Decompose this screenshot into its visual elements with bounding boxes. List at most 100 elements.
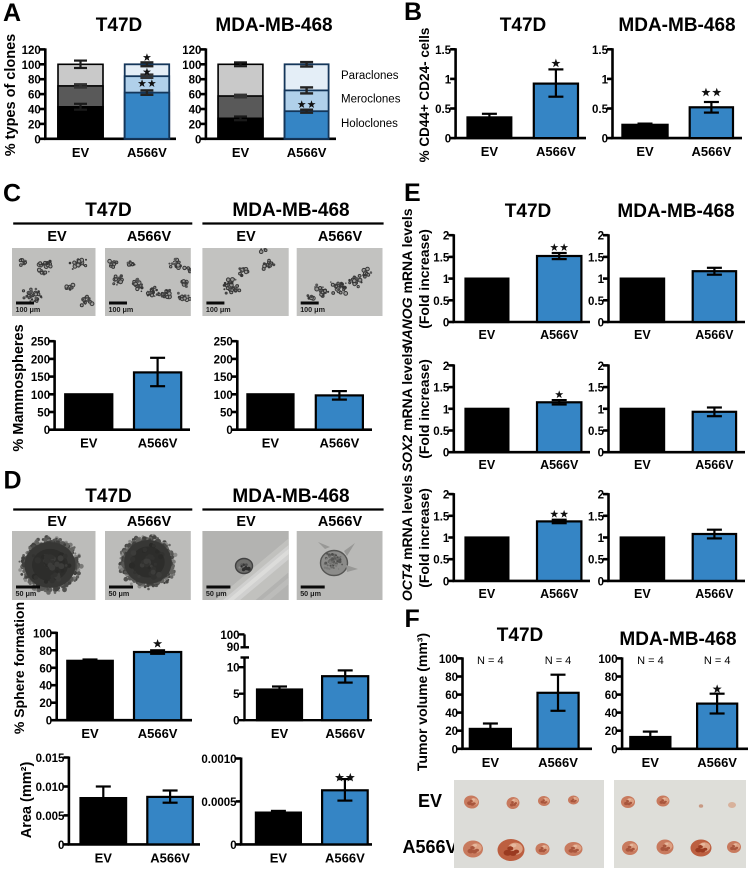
svg-text:0.5: 0.5	[588, 555, 605, 567]
svg-text:EV: EV	[479, 458, 496, 472]
svg-text:1: 1	[443, 274, 450, 286]
svg-text:20: 20	[605, 726, 618, 738]
svg-text:A566V: A566V	[320, 436, 360, 451]
svg-text:(Fold increase): (Fold increase)	[416, 488, 432, 588]
svg-text:NANOG mRNA levels: NANOG mRNA levels	[399, 208, 415, 349]
svg-text:0.010: 0.010	[36, 782, 65, 794]
svg-text:50 μm: 50 μm	[206, 589, 227, 598]
svg-text:N = 4: N = 4	[477, 655, 504, 667]
svg-text:A566V: A566V	[695, 458, 734, 472]
svg-text:50: 50	[220, 408, 233, 420]
svg-text:1: 1	[598, 533, 605, 545]
svg-text:60: 60	[39, 663, 52, 675]
svg-text:A566V: A566V	[325, 726, 365, 741]
svg-text:Tumor volume (mm³): Tumor volume (mm³)	[414, 633, 430, 771]
svg-text:C: C	[3, 180, 21, 208]
svg-text:60: 60	[605, 690, 618, 702]
svg-text:1.5: 1.5	[433, 383, 450, 395]
svg-text:1.5: 1.5	[588, 252, 605, 264]
svg-text:MDA-MB-468: MDA-MB-468	[617, 201, 734, 222]
svg-text:1.5: 1.5	[433, 511, 450, 523]
svg-text:EV: EV	[418, 791, 442, 811]
svg-text:1: 1	[445, 74, 452, 86]
svg-text:100: 100	[31, 390, 50, 402]
svg-text:60: 60	[445, 690, 458, 702]
svg-text:0: 0	[443, 318, 449, 330]
svg-text:EV: EV	[80, 436, 98, 451]
svg-text:20: 20	[39, 698, 52, 710]
svg-text:0.015: 0.015	[36, 753, 65, 765]
svg-text:100: 100	[33, 628, 52, 640]
svg-text:2: 2	[443, 231, 449, 243]
svg-text:T47D: T47D	[505, 201, 551, 222]
svg-text:0: 0	[443, 576, 449, 588]
svg-text:40: 40	[445, 708, 458, 720]
svg-text:0: 0	[58, 840, 64, 852]
svg-text:A566V: A566V	[325, 850, 365, 865]
svg-text:80: 80	[39, 646, 52, 658]
svg-text:EV: EV	[634, 328, 651, 342]
svg-text:N = 4: N = 4	[704, 655, 731, 667]
svg-text:T47D: T47D	[96, 15, 142, 36]
svg-text:0.5: 0.5	[435, 104, 452, 116]
svg-text:0: 0	[445, 134, 451, 146]
svg-text:A: A	[3, 0, 21, 27]
svg-text:EV: EV	[47, 229, 67, 245]
svg-text:0.0010: 0.0010	[201, 754, 236, 766]
svg-text:0: 0	[598, 318, 604, 330]
svg-text:1: 1	[602, 74, 609, 86]
svg-text:A566V: A566V	[540, 328, 579, 342]
svg-text:1.5: 1.5	[435, 45, 452, 57]
svg-text:100: 100	[220, 630, 239, 642]
svg-text:EV: EV	[271, 726, 289, 741]
svg-text:0: 0	[230, 840, 236, 852]
svg-text:0: 0	[598, 576, 604, 588]
svg-text:0.5: 0.5	[588, 426, 605, 438]
svg-text:A566V: A566V	[538, 755, 578, 770]
svg-text:EV: EV	[72, 145, 90, 160]
svg-text:0.5: 0.5	[433, 555, 450, 567]
svg-text:A566V: A566V	[150, 850, 190, 865]
svg-text:250: 250	[214, 337, 233, 349]
svg-text:1: 1	[443, 404, 450, 416]
svg-text:EV: EV	[634, 458, 651, 472]
svg-text:D: D	[4, 467, 22, 495]
svg-text:EV: EV	[479, 587, 496, 601]
svg-text:A566V: A566V	[138, 726, 178, 741]
svg-text:120: 120	[22, 45, 41, 57]
svg-text:100 μm: 100 μm	[206, 305, 231, 314]
svg-text:40: 40	[28, 105, 41, 117]
svg-text:EV: EV	[47, 514, 67, 530]
svg-text:100: 100	[214, 390, 233, 402]
svg-text:EV: EV	[95, 850, 113, 865]
svg-text:2: 2	[443, 361, 449, 373]
svg-text:% Sphere formation: % Sphere formation	[11, 602, 27, 734]
svg-text:80: 80	[28, 75, 41, 87]
svg-text:0: 0	[46, 716, 52, 728]
svg-text:1.5: 1.5	[592, 45, 609, 57]
svg-text:0.5: 0.5	[592, 104, 609, 116]
svg-text:Area (mm²): Area (mm²)	[19, 762, 35, 839]
svg-text:100: 100	[182, 60, 201, 72]
svg-text:0.005: 0.005	[36, 811, 65, 823]
svg-text:100: 100	[439, 654, 458, 666]
svg-text:50 μm: 50 μm	[16, 589, 37, 598]
svg-text:0: 0	[602, 134, 608, 146]
svg-text:60: 60	[189, 90, 202, 102]
svg-text:T47D: T47D	[85, 200, 131, 221]
svg-text:0: 0	[44, 425, 50, 437]
svg-text:T47D: T47D	[85, 486, 131, 507]
svg-text:EV: EV	[479, 328, 496, 342]
svg-text:90: 90	[227, 642, 240, 654]
svg-text:0: 0	[598, 448, 604, 460]
svg-text:MDA-MB-468: MDA-MB-468	[619, 629, 736, 650]
svg-text:(Fold increase): (Fold increase)	[416, 359, 432, 459]
svg-text:80: 80	[445, 672, 458, 684]
svg-text:40: 40	[39, 681, 52, 693]
svg-text:120: 120	[182, 45, 201, 57]
svg-text:1.5: 1.5	[588, 511, 605, 523]
svg-text:200: 200	[214, 354, 233, 366]
svg-text:% CD44+ CD24- cells: % CD44+ CD24- cells	[417, 28, 432, 163]
svg-text:50: 50	[37, 408, 50, 420]
svg-text:EV: EV	[270, 850, 288, 865]
